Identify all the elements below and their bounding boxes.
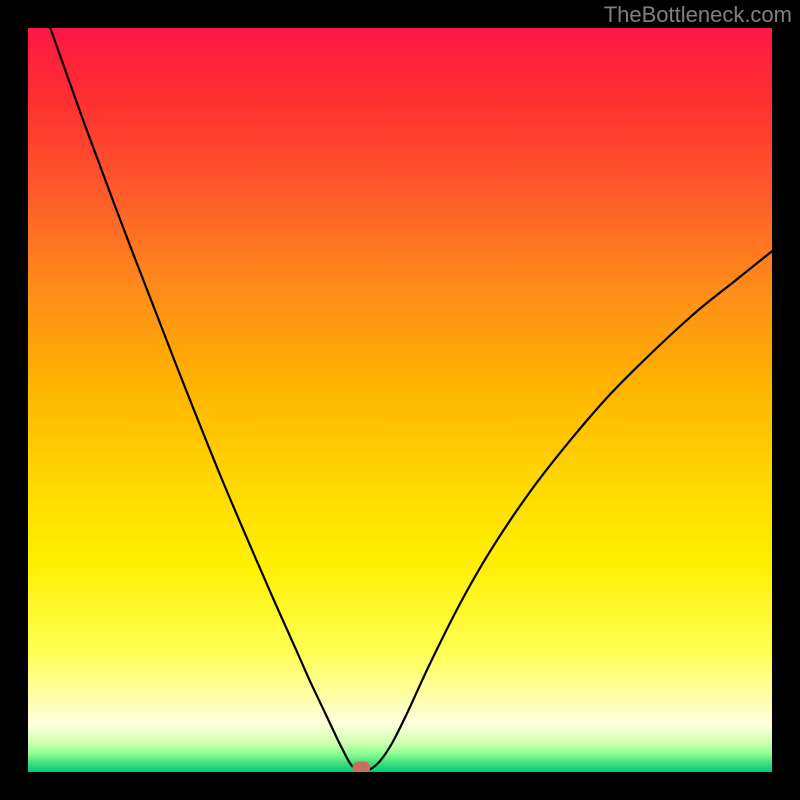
plot-area [28, 28, 772, 772]
chart-container: TheBottleneck.com [0, 0, 800, 800]
gradient-background [28, 28, 772, 772]
current-position-marker [352, 762, 370, 772]
chart-svg [28, 28, 772, 772]
watermark-text: TheBottleneck.com [604, 2, 792, 28]
